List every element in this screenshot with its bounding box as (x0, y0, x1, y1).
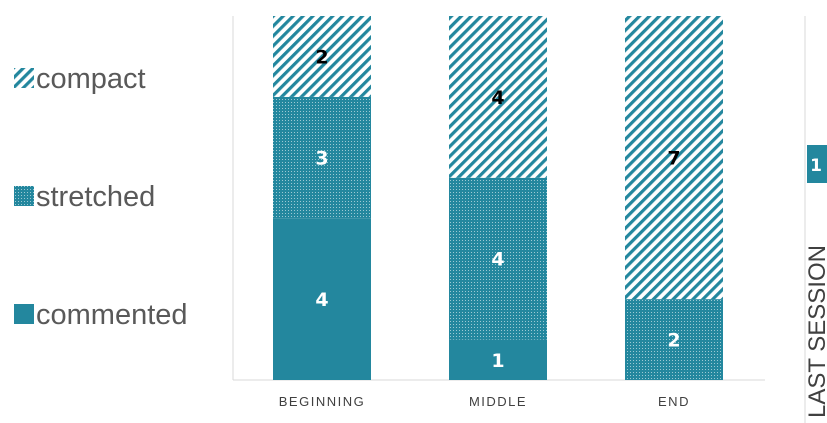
data-label-stretched-middle: 4 (491, 249, 504, 271)
legend-label-compact: compact (36, 63, 146, 95)
side-panel-value: 1 (810, 156, 822, 176)
legend-label-commented: commented (36, 299, 188, 331)
data-label-stretched-end: 2 (667, 330, 680, 352)
bar-stretched-middle (449, 177, 547, 340)
side-panel-swatch (807, 145, 827, 183)
data-label-stretched-beginning: 3 (315, 148, 328, 170)
side-panel-label: LAST SESSION (804, 245, 827, 418)
legend-label-stretched: stretched (36, 181, 155, 213)
x-tick-label: MIDDLE (469, 394, 527, 409)
x-tick-label: BEGINNING (279, 394, 365, 409)
bar-compact-beginning (273, 16, 371, 97)
legend-swatch-compact (14, 68, 34, 88)
legend-swatch-commented (14, 304, 34, 324)
data-label-commented-middle: 1 (491, 350, 504, 372)
legend-swatch-stretched (14, 186, 34, 206)
data-label-compact-middle: 4 (491, 87, 504, 109)
plot-area: 4 3 2 1 4 4 2 7 BEGINNING MIDDLE END (232, 16, 765, 409)
legend: compact stretched commented (14, 63, 188, 331)
bar-compact-end (625, 16, 723, 300)
bar-stretched-beginning (273, 96, 371, 219)
side-panel: 1 LAST SESSION (804, 16, 827, 423)
x-tick-label: END (658, 394, 690, 409)
data-labels: 4 3 2 1 4 4 2 7 (315, 46, 680, 371)
bar-compact-middle (449, 16, 547, 178)
bar-commented-middle (449, 339, 547, 380)
data-label-commented-beginning: 4 (315, 289, 328, 311)
bar-stretched-end (625, 299, 723, 380)
data-label-compact-beginning: 2 (315, 46, 328, 68)
bar-commented-beginning (273, 218, 371, 380)
bars (273, 16, 723, 380)
x-tick-labels: BEGINNING MIDDLE END (279, 394, 690, 409)
data-label-compact-end: 7 (667, 148, 680, 170)
